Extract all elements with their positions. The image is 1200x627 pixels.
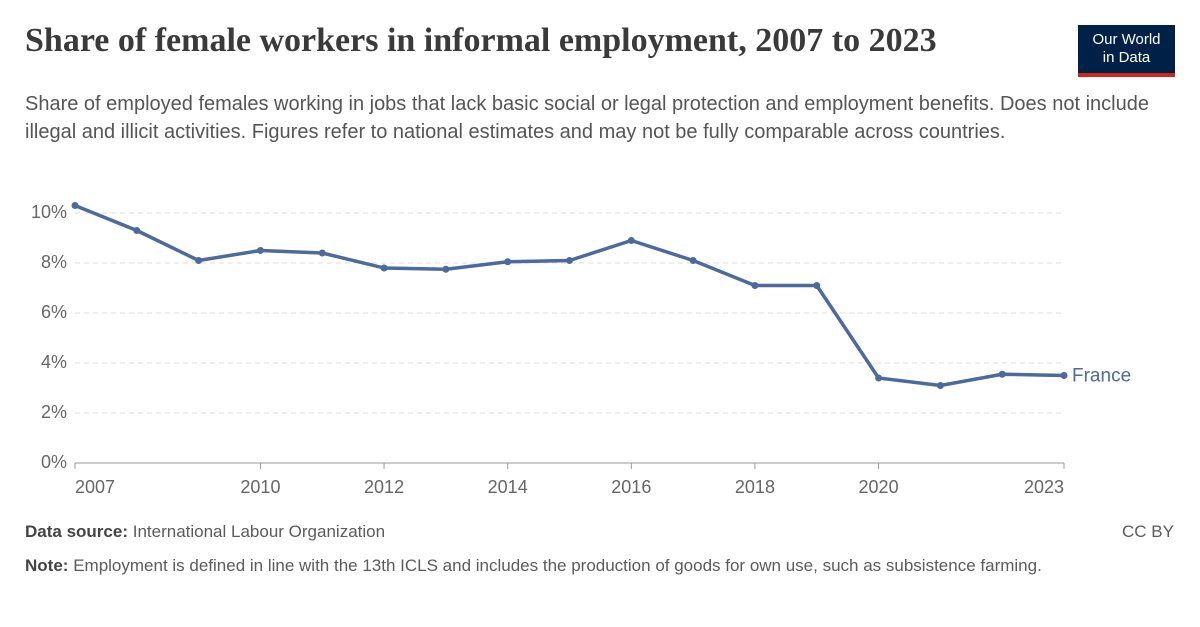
logo[interactable]: Our World in Data [1078,25,1175,77]
x-tick-label: 2014 [488,477,528,497]
point [256,247,264,254]
source-label: Data source: [25,522,128,541]
x-tick-label: 2020 [859,477,899,497]
line [74,203,1065,388]
x-tick-label: 2018 [735,477,775,497]
x-tick-label: 2007 [75,477,115,497]
point [813,282,821,289]
point [627,237,635,244]
source-text[interactable]: International Labour Organization [132,522,386,541]
y-tick-label: 6% [41,302,67,322]
point [751,282,759,289]
chart-title: Share of female workers in informal empl… [25,22,937,59]
point [442,265,450,273]
point [504,258,512,266]
x-tick-label: 2023 [1024,477,1064,497]
x-tick-label: 2016 [611,477,651,497]
x-tick-label: 2012 [364,477,404,497]
logo-line: Our World [1092,31,1161,48]
note-text: Employment is defined in line with the 1… [73,556,1042,575]
point [875,374,883,382]
x-tick-label: 2010 [240,477,280,497]
logo-line: in Data [1102,49,1151,66]
point [936,382,944,389]
point [318,249,326,257]
source: Data source: International Labour Organi… [25,522,385,542]
note: Note: Employment is defined in line with… [25,554,1105,577]
y-tick-label: 8% [41,252,67,272]
point [1060,372,1068,379]
point [998,370,1006,378]
series-label: France [1072,366,1131,387]
point [133,227,141,234]
note-label: Note: [25,556,69,575]
point [566,257,573,264]
y-tick-label: 4% [41,352,67,372]
y-tick-label: 0% [41,452,67,472]
chart: 0% 2% 4% 6% 8% 10% 2007 2010 2012 2014 2016 2018 202… [31,202,1131,497]
license[interactable]: CC BY [1122,522,1174,541]
chart-subtitle: Share of employed females working in job… [25,93,1149,143]
point [195,257,203,264]
point [380,264,388,272]
y-tick-label: 2% [41,402,67,422]
point [689,257,697,264]
point [71,202,79,209]
y-tick-label: 10% [31,202,67,222]
